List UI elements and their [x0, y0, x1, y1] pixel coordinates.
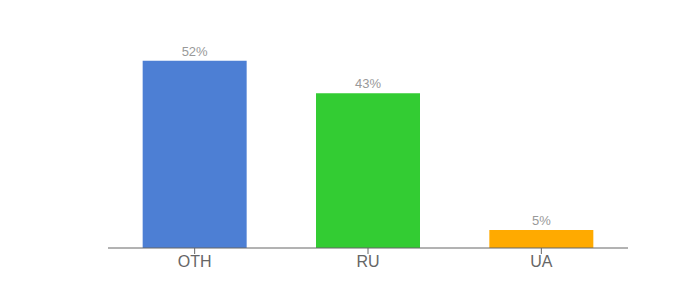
svg-text:UA: UA: [530, 253, 553, 270]
svg-text:43%: 43%: [355, 76, 381, 91]
svg-text:RU: RU: [356, 253, 379, 270]
svg-text:OTH: OTH: [178, 253, 212, 270]
svg-text:5%: 5%: [532, 213, 551, 228]
svg-text:52%: 52%: [182, 44, 208, 59]
